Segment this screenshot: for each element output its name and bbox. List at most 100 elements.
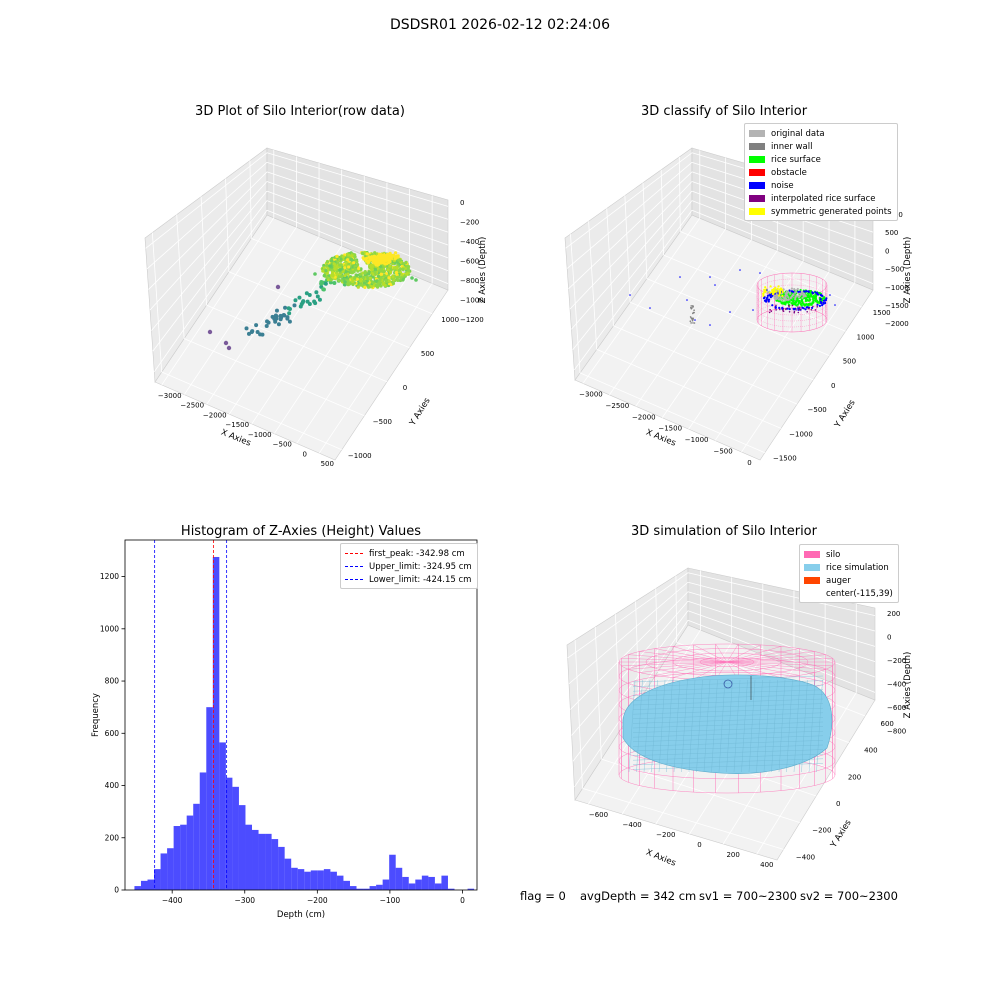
grid-line (582, 787, 784, 850)
data-point (378, 254, 382, 258)
data-point (776, 299, 779, 302)
grid-line (266, 161, 449, 220)
data-point (414, 278, 418, 282)
data-point (807, 292, 810, 295)
data-point (395, 275, 399, 279)
rice-mesh-line (741, 679, 748, 773)
grid-line (152, 200, 268, 352)
data-point (373, 251, 377, 255)
rice-mesh-line (636, 679, 643, 773)
data-point (373, 258, 377, 262)
data-point (784, 298, 787, 301)
grid-line (206, 304, 388, 383)
data-point (378, 280, 382, 284)
data-point (805, 306, 808, 309)
data-point (812, 294, 815, 298)
x-tick-label: −200 (307, 896, 328, 905)
data-point (807, 304, 810, 307)
grid-line (596, 348, 782, 429)
data-point (765, 298, 768, 301)
data-point (766, 289, 768, 291)
x-tick-label: −500 (273, 441, 292, 449)
data-point (797, 311, 800, 314)
data-point (365, 256, 369, 260)
data-point (818, 304, 821, 307)
legend-item: original data (749, 127, 892, 140)
x-tick-label: −2500 (180, 402, 204, 410)
data-point (785, 308, 787, 310)
data-point (786, 307, 789, 310)
histogram-bar (376, 884, 383, 890)
grid-line (228, 271, 410, 349)
data-point (823, 299, 826, 302)
data-point (785, 289, 788, 293)
data-point (764, 286, 767, 289)
panel4-3d-plot: −600 −400 −200 0 200 400 −400 −200 0 200 400 600 200… (566, 567, 913, 869)
histogram-bar (186, 815, 194, 890)
rice-mesh-line (808, 679, 816, 773)
y-tick-label: 800 (105, 677, 120, 686)
histogram-bar (265, 833, 272, 891)
data-point (690, 305, 692, 307)
grid-line (273, 264, 388, 434)
legend-swatch (804, 551, 820, 558)
grid-line (572, 610, 689, 762)
data-point (692, 311, 695, 314)
y-tick-label: −1000 (789, 430, 813, 438)
grid-line (296, 273, 410, 444)
data-point (795, 289, 798, 292)
data-point (359, 279, 363, 283)
data-point (373, 261, 378, 265)
histogram-bar (160, 853, 168, 891)
data-point (226, 345, 232, 351)
x-tick-label: 0 (747, 459, 751, 467)
data-point (775, 297, 778, 300)
data-point (307, 302, 312, 307)
rice-mesh-line (733, 679, 741, 773)
data-point (679, 276, 681, 278)
data-point (255, 330, 260, 335)
data-point (388, 260, 392, 264)
legend-item: Upper_limit: -324.95 cm (345, 560, 472, 573)
data-point (297, 295, 302, 300)
data-point (788, 311, 791, 313)
rice-mesh-line (658, 679, 666, 773)
histogram-bar (415, 879, 422, 891)
data-point (343, 274, 347, 278)
data-point (762, 293, 765, 296)
data-point (763, 288, 766, 291)
histogram-bar (238, 805, 246, 891)
rice-mesh-line (793, 679, 801, 773)
rice-mesh-line (703, 679, 711, 773)
grid-line (687, 591, 876, 647)
data-point (353, 276, 357, 280)
data-point (278, 313, 283, 318)
histogram-bar (317, 870, 324, 891)
y-tick-label: 500 (421, 350, 434, 358)
panel4-legend: silo rice simulation auger center(-115,3… (799, 544, 899, 603)
data-point (368, 276, 372, 280)
data-point (387, 279, 391, 283)
data-point (820, 302, 823, 305)
data-point (693, 322, 696, 324)
data-point (283, 305, 288, 310)
y-tick-label: −200 (812, 827, 831, 835)
data-point (391, 281, 395, 285)
rice-mesh-line (632, 703, 824, 710)
data-point (362, 281, 366, 285)
data-point (799, 288, 802, 292)
legend-label: silo (826, 549, 841, 560)
x-tick-label: 0 (303, 450, 307, 458)
histogram-bar (408, 883, 416, 891)
grid-line (569, 181, 693, 310)
data-point (778, 292, 781, 295)
x-tick-label: 0 (460, 896, 465, 905)
grid-line (687, 600, 876, 663)
data-point (791, 295, 794, 298)
data-point (337, 275, 341, 279)
data-point (797, 306, 799, 308)
data-point (709, 276, 711, 278)
data-point (389, 270, 393, 274)
grid-line (148, 171, 268, 290)
rice-mesh-line (632, 712, 824, 719)
